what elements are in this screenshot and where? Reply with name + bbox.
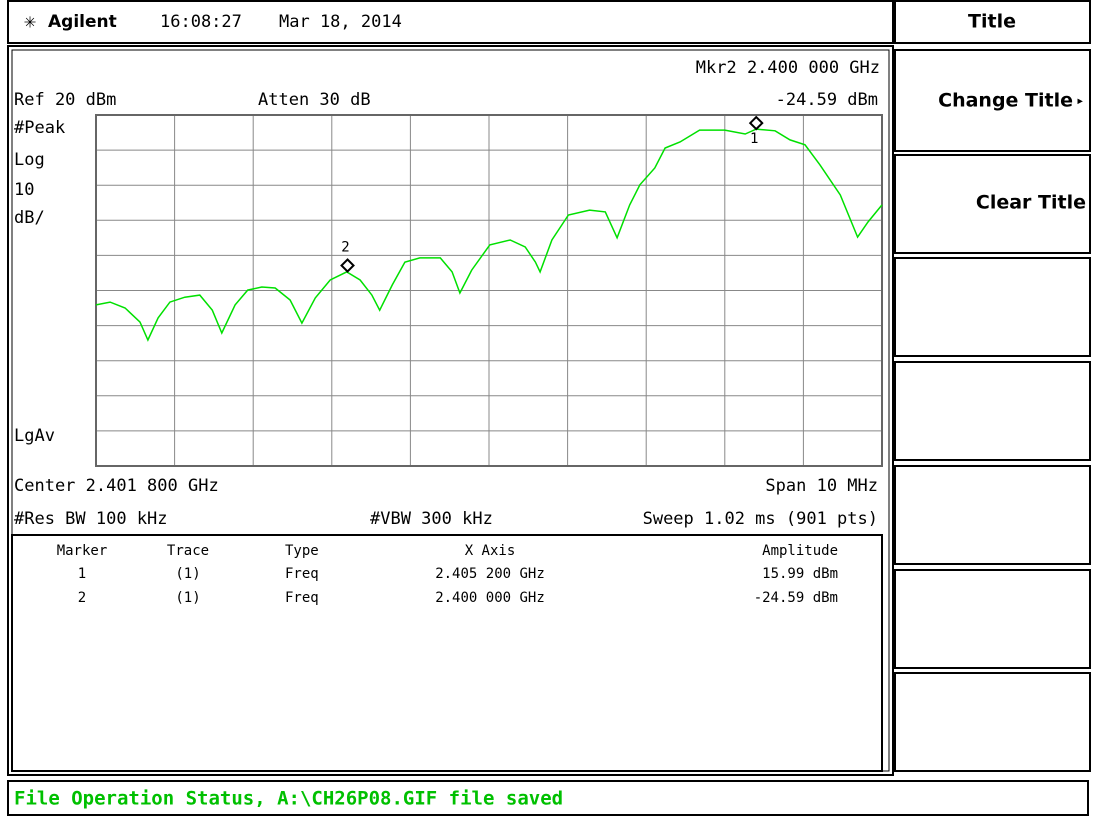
attenuation: Atten 30 dB [258,90,371,110]
column-header: Trace [167,543,209,559]
marker-table [11,534,883,772]
span: Span 10 MHz [765,476,878,496]
marker-label: 2 [341,240,349,256]
marker-diamond [340,258,355,273]
scale-type: Log [14,150,45,170]
rbw: #Res BW 100 kHz [14,509,168,529]
softkey-label[interactable]: Clear Title [976,192,1086,214]
column-header: Marker [57,543,108,559]
scale-unit: dB/ [14,208,45,228]
softkey[interactable] [894,257,1091,357]
graticule: 12 [95,114,883,467]
column-header: Amplitude [762,543,838,559]
date: Mar 18, 2014 [279,12,402,32]
table-cell: -24.59 dBm [754,590,838,606]
marker-readout: Mkr2 2.400 000 GHz [696,58,880,78]
softkey[interactable] [894,465,1091,565]
table-cell: (1) [175,590,200,606]
marker-amplitude: -24.59 dBm [776,90,878,110]
trace [95,128,883,342]
table-cell: 15.99 dBm [762,566,838,582]
graticule-border [95,114,883,467]
table-cell: 2.400 000 GHz [435,590,545,606]
softkey[interactable] [894,154,1091,254]
table-cell: (1) [175,566,200,582]
ref-level: Ref 20 dBm [14,90,116,110]
marker-table-content: Marker Trace Type X Axis Amplitude 1 (1) Freq 2.… [57,543,838,606]
marker-label: 1 [750,131,758,147]
logo-icon: ✳ [24,9,36,33]
marker-diamond [748,115,764,131]
sweep: Sweep 1.02 ms (901 pts) [643,509,878,529]
softkey[interactable] [894,49,1091,152]
column-header: X Axis [465,543,516,559]
average-type: LgAv [14,426,55,446]
table-cell: 2.405 200 GHz [435,566,545,582]
softkey-label[interactable]: Change Title [938,90,1073,112]
table-cell: Freq [285,590,319,606]
detector: #Peak [14,118,65,138]
menu-title-box [894,0,1091,44]
menu-title: Title [968,11,1016,33]
column-header: Type [285,543,319,559]
table-cell: Freq [285,566,319,582]
center-frequency: Center 2.401 800 GHz [14,476,219,496]
status-message: File Operation Status, A:\CH26P08.GIF fi… [14,788,563,810]
table-cell: 1 [78,566,86,582]
softkey[interactable] [894,569,1091,669]
scale-value: 10 [14,180,34,200]
softkey[interactable] [894,361,1091,461]
vbw: #VBW 300 kHz [370,509,493,529]
submenu-arrow: ▸ [1076,93,1084,109]
softkey[interactable] [894,672,1091,772]
time: 16:08:27 [160,12,242,32]
table-cell: 2 [78,590,86,606]
main-panel [7,45,894,776]
top-bar [7,0,894,44]
message-bar [7,780,1089,816]
brand: Agilent [48,12,117,32]
